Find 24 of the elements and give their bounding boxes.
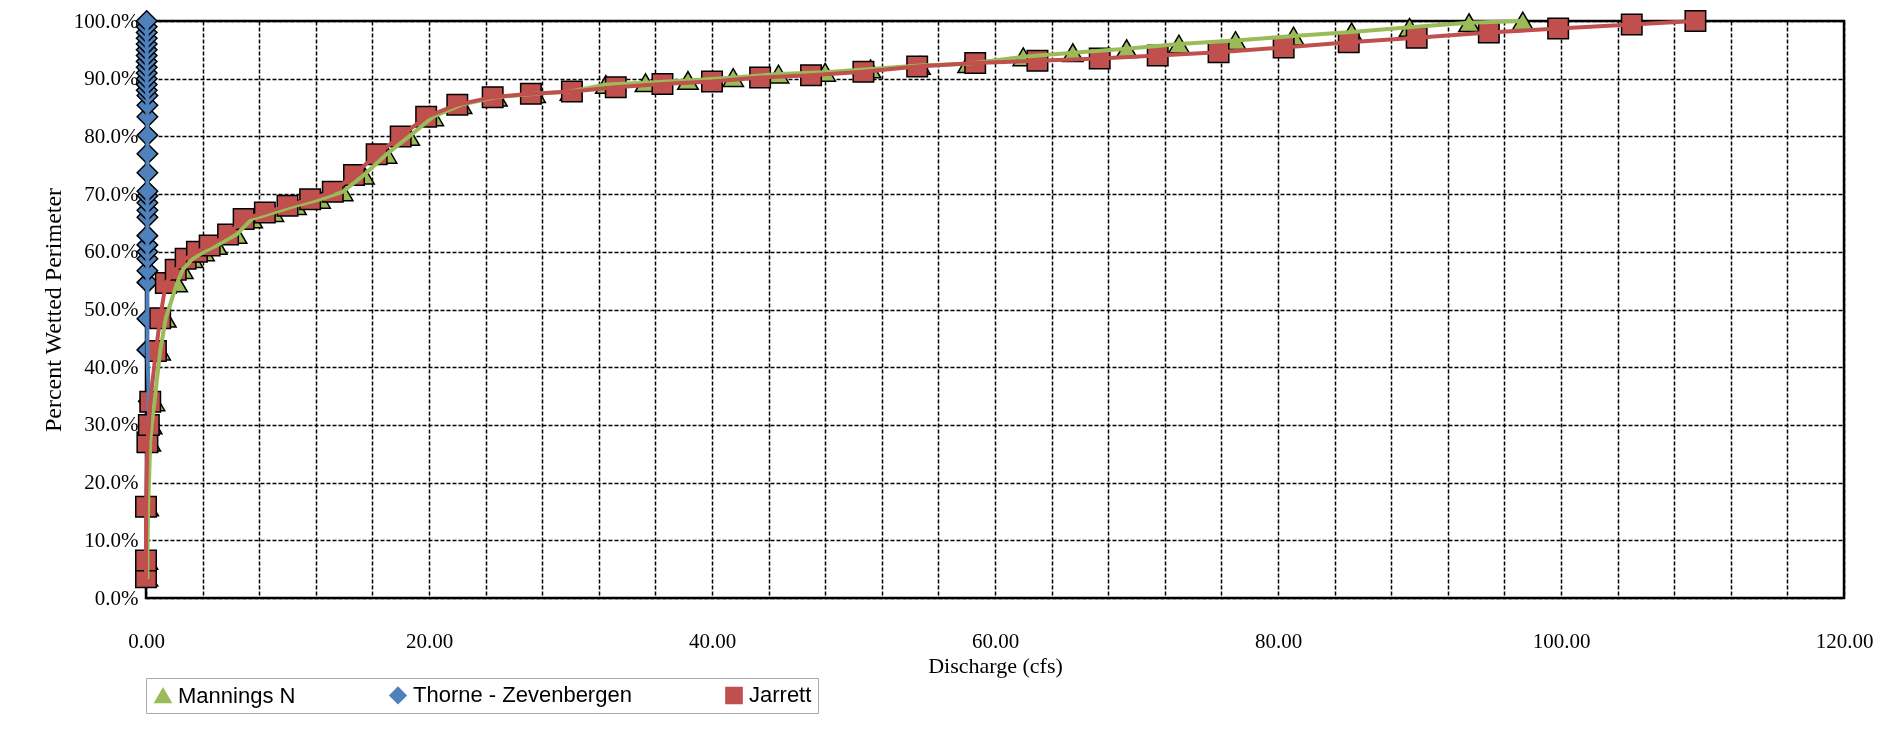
- x-tick-label: 100.00: [1532, 628, 1591, 653]
- x-tick-label: 120.00: [1815, 628, 1874, 653]
- legend-label: Jarrett: [749, 682, 812, 708]
- y-tick-label: 90.0%: [84, 66, 139, 91]
- x-tick-label: 0.00: [128, 628, 165, 653]
- y-tick-label: 0.0%: [94, 585, 139, 610]
- x-tick-label: 80.00: [1254, 628, 1303, 653]
- legend-label: Mannings N: [178, 682, 296, 708]
- point: [1684, 10, 1707, 32]
- y-tick-label: 10.0%: [84, 527, 139, 552]
- x-tick-label: 20.00: [405, 628, 454, 653]
- legend-label: Thorne - Zevenbergen: [413, 682, 632, 708]
- x-axis-title: Discharge (cfs): [928, 652, 1063, 678]
- y-tick-label: 40.0%: [84, 354, 139, 379]
- y-tick-label: 80.0%: [84, 123, 139, 148]
- y-tick-label: 70.0%: [84, 181, 139, 206]
- y-tick-label: 50.0%: [84, 297, 139, 321]
- y-tick-label: 60.0%: [84, 239, 139, 264]
- x-tick-label: 60.00: [971, 628, 1020, 653]
- y-axis-title: Percent Wetted Perimeter: [39, 187, 66, 433]
- y-tick-label: 30.0%: [84, 412, 139, 437]
- y-tick-label: 100.0%: [73, 8, 139, 33]
- y-tick-label: 20.0%: [84, 470, 139, 495]
- x-tick-label: 40.00: [688, 628, 737, 653]
